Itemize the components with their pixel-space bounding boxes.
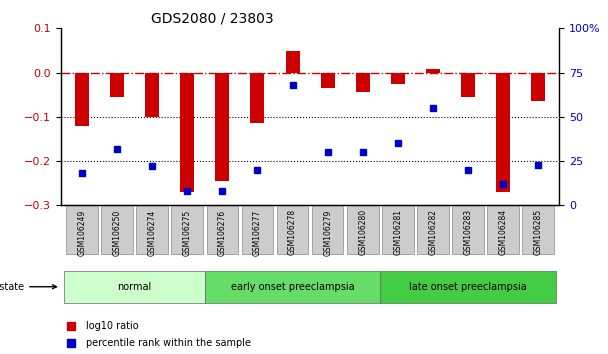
- Bar: [391, 73, 405, 84]
- Text: GSM106284: GSM106284: [499, 209, 508, 255]
- Bar: [286, 51, 300, 73]
- Bar: [75, 73, 89, 126]
- Text: GSM106275: GSM106275: [182, 209, 192, 256]
- Text: GSM106277: GSM106277: [253, 209, 262, 256]
- FancyBboxPatch shape: [382, 206, 413, 254]
- Text: normal: normal: [117, 282, 151, 292]
- Text: percentile rank within the sample: percentile rank within the sample: [86, 338, 250, 348]
- Text: GSM106276: GSM106276: [218, 209, 227, 256]
- FancyBboxPatch shape: [241, 206, 273, 254]
- Text: GSM106279: GSM106279: [323, 209, 332, 256]
- Text: GSM106283: GSM106283: [463, 209, 472, 255]
- Bar: [215, 73, 229, 181]
- Text: GSM106282: GSM106282: [429, 209, 438, 255]
- Text: GSM106278: GSM106278: [288, 209, 297, 255]
- Bar: [145, 73, 159, 117]
- FancyBboxPatch shape: [171, 206, 203, 254]
- Bar: [320, 73, 334, 88]
- Bar: [250, 73, 264, 122]
- Bar: [110, 73, 124, 97]
- FancyBboxPatch shape: [417, 206, 449, 254]
- Text: GSM106280: GSM106280: [358, 209, 367, 255]
- Text: disease state: disease state: [0, 282, 57, 292]
- Text: GSM106250: GSM106250: [112, 209, 122, 256]
- FancyBboxPatch shape: [452, 206, 484, 254]
- Bar: [496, 73, 510, 192]
- Bar: [180, 73, 194, 192]
- FancyBboxPatch shape: [312, 206, 344, 254]
- Text: early onset preeclampsia: early onset preeclampsia: [230, 282, 354, 292]
- FancyBboxPatch shape: [205, 271, 380, 303]
- FancyBboxPatch shape: [522, 206, 554, 254]
- Text: GSM106274: GSM106274: [148, 209, 157, 256]
- Text: log10 ratio: log10 ratio: [86, 321, 139, 331]
- Bar: [461, 73, 475, 97]
- Bar: [426, 69, 440, 73]
- FancyBboxPatch shape: [101, 206, 133, 254]
- Text: late onset preeclampsia: late onset preeclampsia: [409, 282, 527, 292]
- FancyBboxPatch shape: [277, 206, 308, 254]
- Bar: [531, 73, 545, 101]
- Text: GSM106249: GSM106249: [77, 209, 86, 256]
- Text: GSM106281: GSM106281: [393, 209, 402, 255]
- FancyBboxPatch shape: [347, 206, 379, 254]
- Text: GSM106285: GSM106285: [534, 209, 543, 255]
- FancyBboxPatch shape: [488, 206, 519, 254]
- Bar: [356, 73, 370, 92]
- FancyBboxPatch shape: [64, 271, 205, 303]
- Text: GDS2080 / 23803: GDS2080 / 23803: [151, 12, 273, 26]
- FancyBboxPatch shape: [380, 271, 556, 303]
- FancyBboxPatch shape: [66, 206, 98, 254]
- FancyBboxPatch shape: [207, 206, 238, 254]
- FancyBboxPatch shape: [136, 206, 168, 254]
